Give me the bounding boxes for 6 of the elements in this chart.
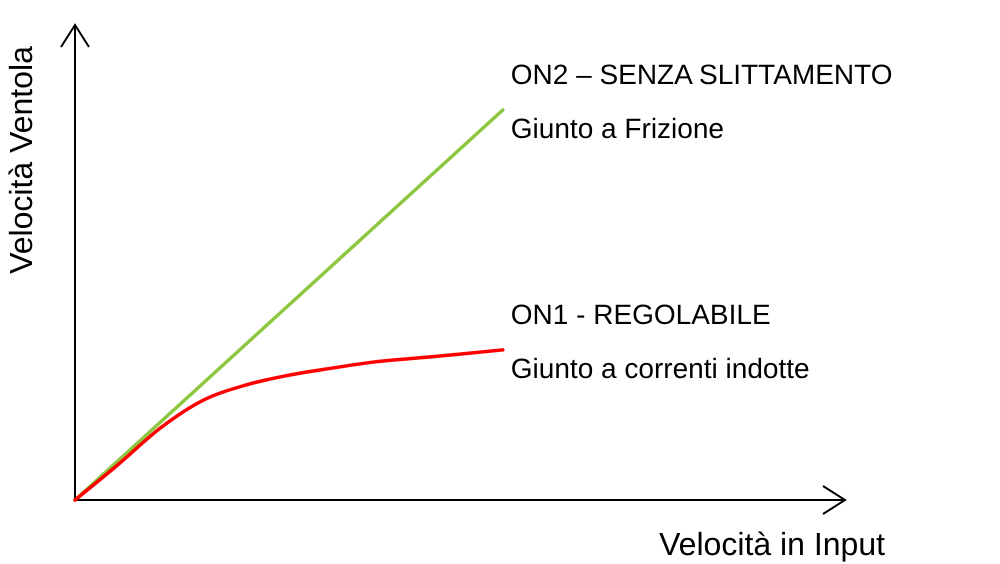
annotation: Giunto a Frizione: [510, 113, 724, 144]
x-axis-title: Velocità in Input: [659, 526, 886, 562]
series-label: ON1 - REGOLABILE: [510, 298, 771, 330]
series-label: ON2 – SENZA SLITTAMENTO: [510, 59, 892, 90]
annotation: Giunto a correnti indotte: [510, 352, 810, 384]
y-axis-title: Velocità Ventola: [3, 46, 39, 274]
